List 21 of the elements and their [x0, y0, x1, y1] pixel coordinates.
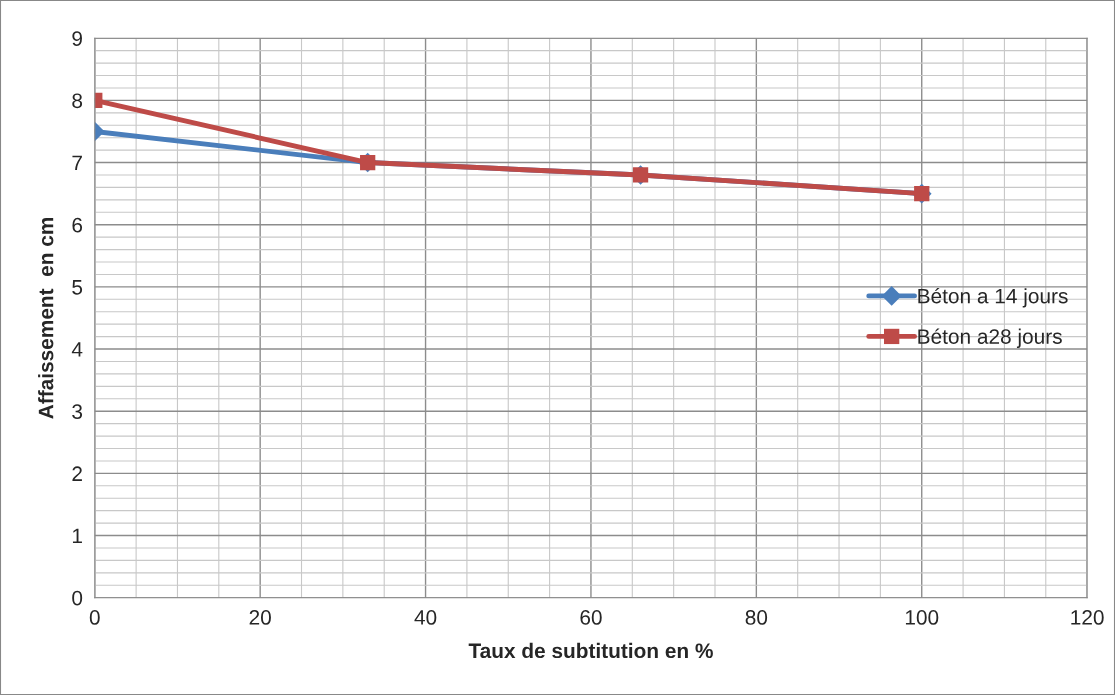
y-tick-label: 7: [72, 155, 82, 171]
legend-label: Béton a28 jours: [918, 328, 1062, 349]
y-tick-label: 6: [72, 217, 83, 233]
y-tick-label: 9: [72, 31, 82, 46]
x-tick-label: 60: [580, 610, 602, 625]
x-tick-label: 120: [1071, 610, 1104, 625]
x-tick-label: 20: [249, 610, 271, 625]
y-tick-label: 0: [72, 590, 83, 606]
y-axis-title: Affaissement en cm: [38, 217, 54, 419]
y-tick-label: 2: [72, 466, 82, 481]
x-axis-title: Taux de subtitution en %: [468, 642, 713, 659]
x-tick-label: 100: [905, 610, 939, 625]
y-tick-label: 8: [72, 93, 83, 109]
y-tick-label: 5: [72, 280, 83, 295]
legend-label: Béton a 14 jours: [918, 287, 1068, 308]
y-tick-label: 1: [72, 528, 82, 544]
x-tick-label: 80: [745, 610, 768, 625]
y-tick-label: 4: [71, 342, 83, 357]
x-tick-label: 0: [89, 610, 100, 625]
x-tick-label: 40: [414, 610, 437, 625]
y-tick-label: 3: [72, 404, 83, 419]
